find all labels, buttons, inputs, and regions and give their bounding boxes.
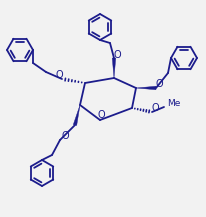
Polygon shape <box>73 105 80 125</box>
Text: O: O <box>151 103 159 113</box>
Text: O: O <box>55 70 63 80</box>
Text: O: O <box>155 79 163 89</box>
Text: O: O <box>61 131 69 141</box>
Polygon shape <box>136 86 156 90</box>
Polygon shape <box>112 58 116 78</box>
Text: O: O <box>97 110 105 120</box>
Text: Me: Me <box>167 99 180 107</box>
Text: O: O <box>113 50 121 60</box>
